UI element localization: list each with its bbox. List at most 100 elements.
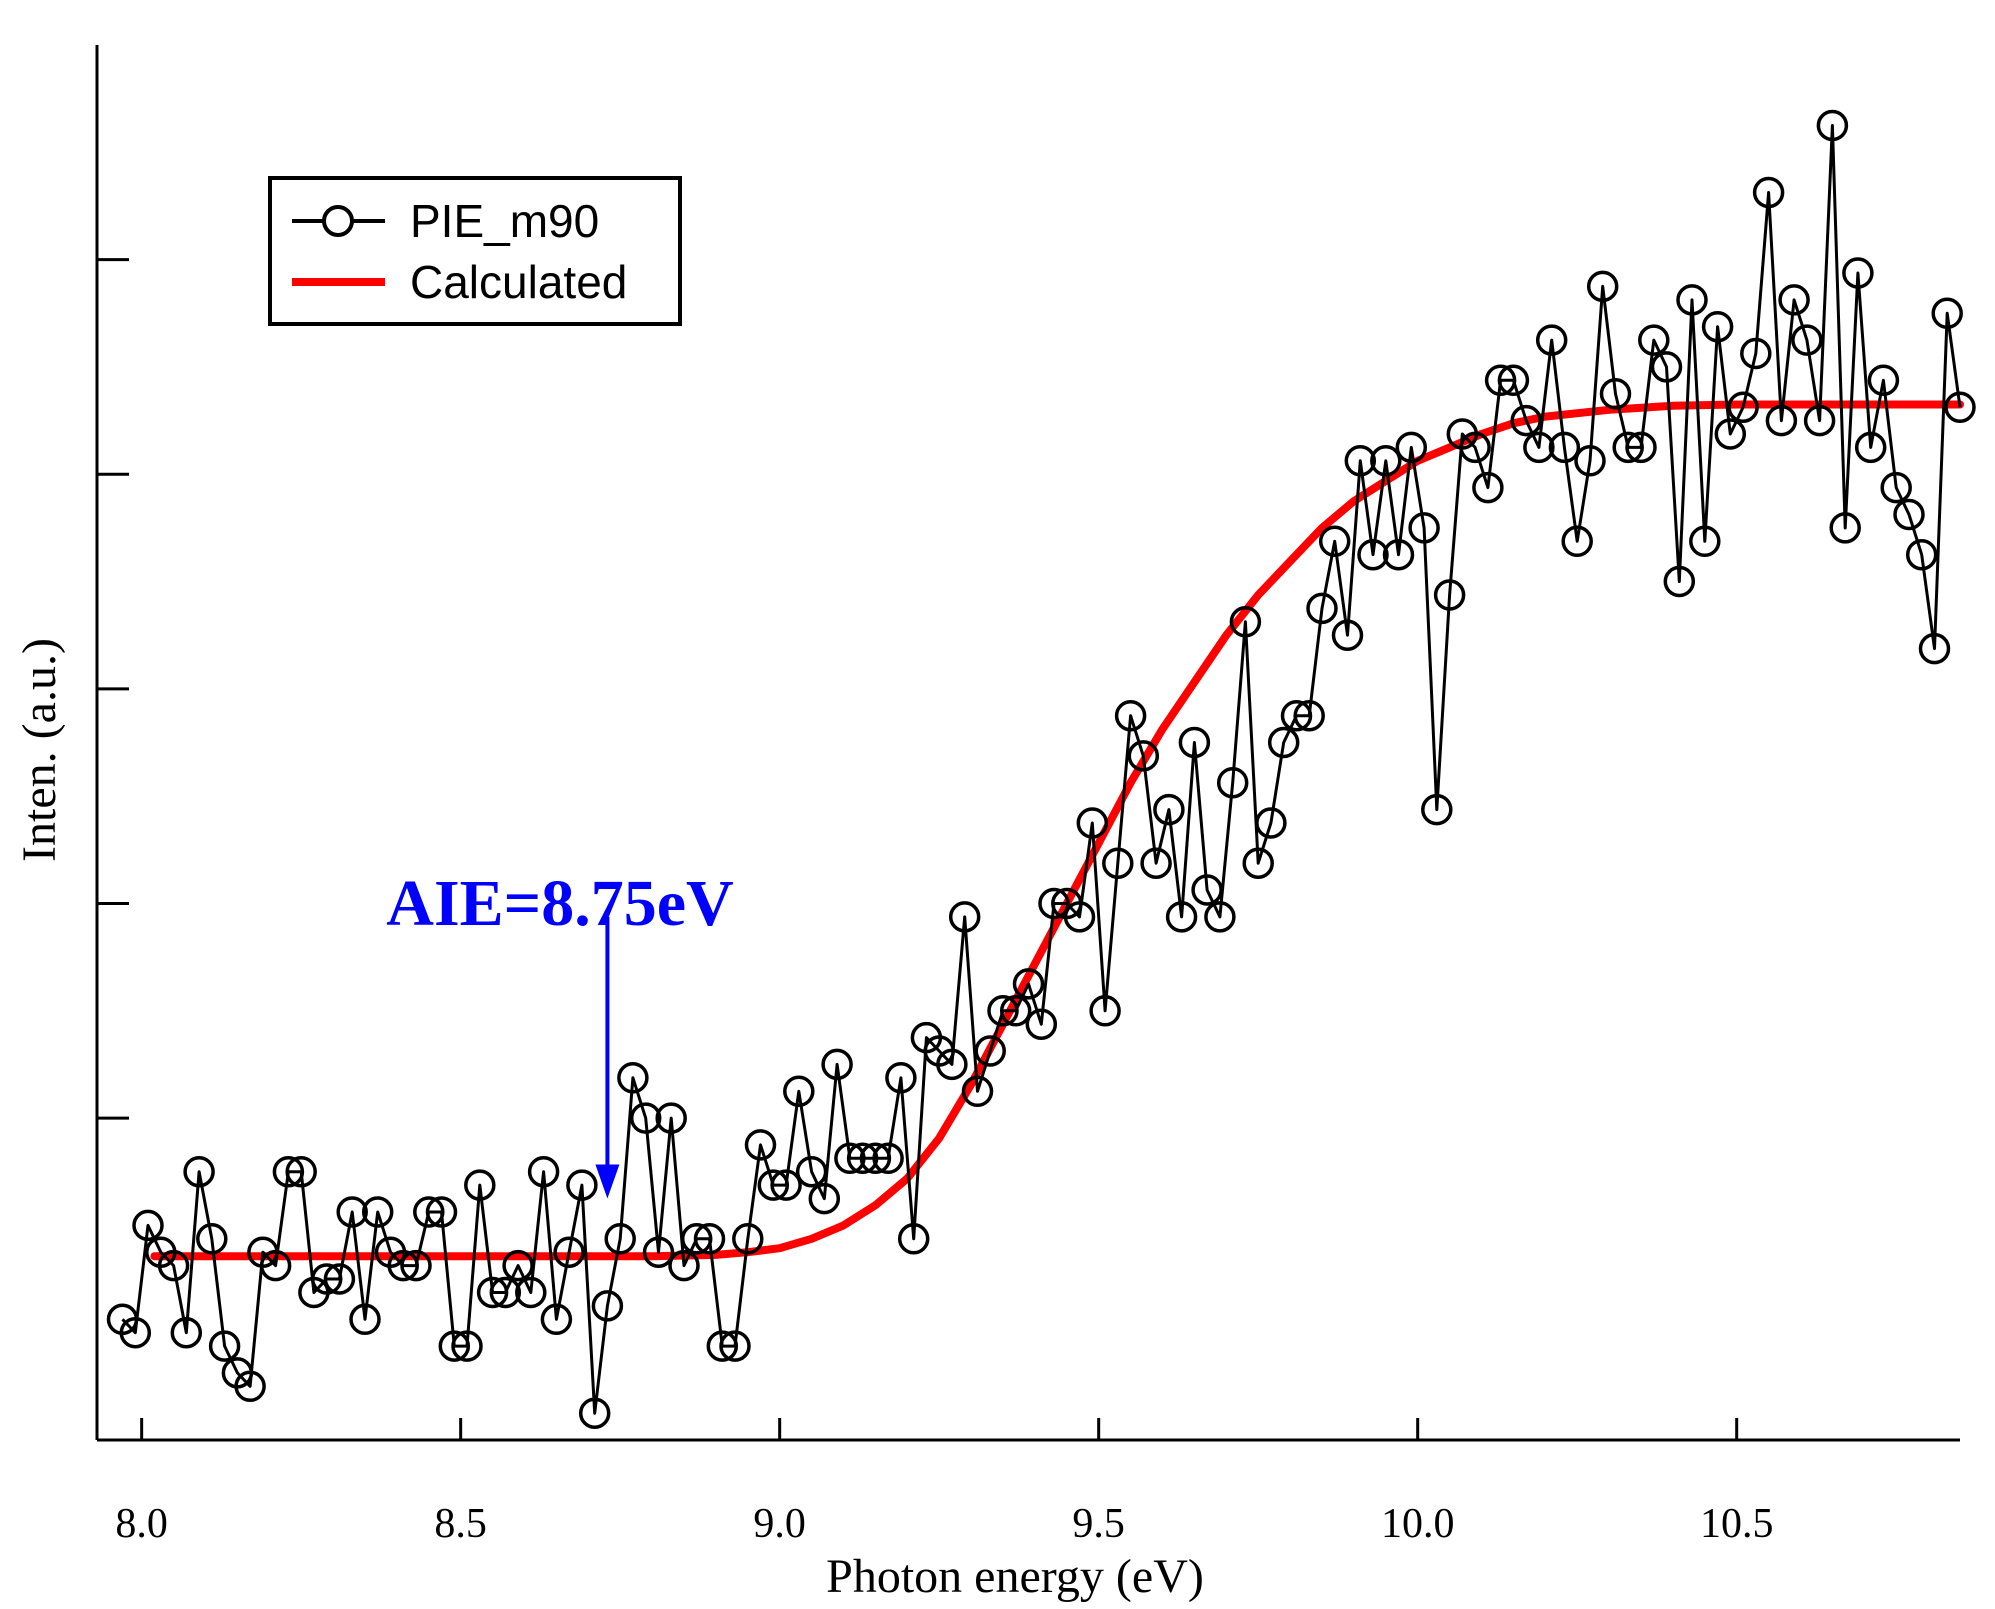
pie-m90-point [1803, 404, 1836, 437]
pie-m90-point [1229, 606, 1262, 638]
legend-label-pie-m90: PIE_m90 [410, 195, 599, 247]
pie-m90-point [1893, 498, 1925, 531]
pie-m90-point [170, 1316, 203, 1349]
pie-m90-point [1102, 847, 1134, 879]
pie-m90-point [859, 1142, 892, 1175]
calculated-series [150, 400, 1964, 1261]
pie-m90-point [1510, 404, 1542, 437]
pie-m90-point [1523, 431, 1555, 464]
pie-m90-point [1459, 431, 1491, 464]
pie-m90-point [387, 1249, 419, 1282]
x-tick-label: 10.0 [1381, 1501, 1455, 1547]
pie-m90-point [1382, 538, 1415, 571]
pie-m90-point [1548, 431, 1581, 464]
pie-m90-point [1012, 968, 1045, 1000]
aie-label: AIE=8.75eV [386, 867, 733, 940]
pie-m90-point [1867, 364, 1900, 397]
pie-m90-point [1663, 565, 1696, 598]
pie-m90-point [948, 901, 981, 933]
pie-m90-point [476, 1276, 509, 1309]
pie-m90-point [323, 1263, 356, 1295]
pie-m90-point [795, 1155, 828, 1188]
pie-m90-point [885, 1062, 917, 1094]
pie-m90-point [821, 1048, 853, 1081]
pie-m90-point [502, 1249, 534, 1282]
pie-m90-point [808, 1182, 841, 1215]
pie-m90-point [1318, 525, 1351, 558]
pie-m90-point [527, 1155, 560, 1188]
pie-m90-point [974, 1035, 1006, 1067]
pie-m90-point [1089, 995, 1121, 1027]
pie-m90-point [196, 1223, 228, 1255]
pie-m90-point [489, 1276, 522, 1309]
aie-arrow-head [595, 1164, 620, 1199]
pie-m90-point [987, 995, 1019, 1027]
x-tick-label: 10.5 [1700, 1501, 1774, 1547]
pie-m90-point [438, 1330, 471, 1362]
x-axis-title: Photon energy (eV) [826, 1550, 1204, 1603]
legend-label-calculated: Calculated [410, 256, 627, 308]
pie-m90-point [604, 1223, 636, 1255]
pie-m90-point [1740, 337, 1772, 370]
aie-annotation: AIE=8.75eV [386, 867, 734, 1199]
pie-m90-point [1854, 431, 1887, 464]
pie-m90-point [655, 1102, 687, 1134]
pie-m90-point [1242, 847, 1274, 879]
pie-m90-point [1153, 793, 1185, 826]
pie-m90-point [1638, 324, 1670, 356]
pie-m90-point [413, 1196, 445, 1228]
pie-m90-point [770, 1169, 802, 1201]
pie-m90-point [1727, 391, 1759, 423]
pie-m90-point [668, 1249, 700, 1282]
pie-m90-point [1395, 431, 1428, 464]
pie-m90-point [693, 1223, 726, 1255]
pie-m90-point [1280, 699, 1313, 732]
pie-m90-point [553, 1236, 585, 1268]
pie-m90-point [999, 995, 1032, 1027]
pie-m90-point [1140, 847, 1172, 879]
pie-m90-point [1191, 874, 1223, 906]
pie-m90-point [259, 1249, 292, 1282]
pie-m90-point [1255, 807, 1287, 839]
pie-m90-point [1267, 726, 1300, 759]
pie-m90-point [1165, 901, 1198, 933]
legend-marker-pie-m90 [322, 205, 354, 237]
pie-m90-point [936, 1048, 968, 1081]
pie-m90-point [719, 1330, 751, 1362]
pie-m90-point [1931, 297, 1963, 330]
pie-m90-point [1842, 257, 1874, 289]
pie-m90-point [1370, 445, 1402, 477]
pie-m90-point [1421, 793, 1453, 826]
pie-m90-point [1752, 176, 1785, 209]
pie-m90-point [617, 1062, 649, 1094]
pie-m90-point [425, 1196, 458, 1228]
pie-m90-point [1293, 699, 1325, 732]
pie-m90-point [706, 1330, 739, 1362]
pie-m90-point [1408, 512, 1440, 544]
pie-m90-point [1612, 431, 1644, 464]
pie-m90-point [578, 1397, 611, 1429]
pie-m90-point [1306, 592, 1338, 625]
pie-m90-point [1650, 351, 1683, 383]
pie-m90-point [1778, 284, 1810, 316]
pie-m90-point [1689, 525, 1721, 558]
pie-m90-point [1484, 364, 1517, 397]
pie-m90-point [1216, 766, 1249, 799]
axes: 8.0 8.5 9.0 9.5 10.0 10.5 Photon energy (eV) … [13, 45, 1960, 1603]
pie-m90-point [846, 1142, 879, 1175]
x-tick-label: 9.0 [753, 1501, 806, 1547]
pie-m90-point [1586, 270, 1619, 303]
pie-m90-point [1816, 109, 1849, 142]
pie-m90-point [464, 1169, 496, 1201]
x-ticks: 8.0 8.5 9.0 9.5 10.0 10.5 [115, 1418, 1773, 1547]
pie-m90-point [1918, 632, 1951, 665]
pie-m90-point [961, 1075, 994, 1108]
pie-m90-point [1829, 512, 1861, 544]
pie-m90-point [566, 1169, 598, 1201]
calculated-line [150, 400, 1964, 1261]
pie-m90-point [361, 1196, 394, 1228]
pie-m90-point [183, 1155, 215, 1188]
pie-m90-series [106, 109, 1976, 1429]
pie-m90-point [400, 1249, 432, 1282]
pie-m90-point [680, 1223, 713, 1255]
